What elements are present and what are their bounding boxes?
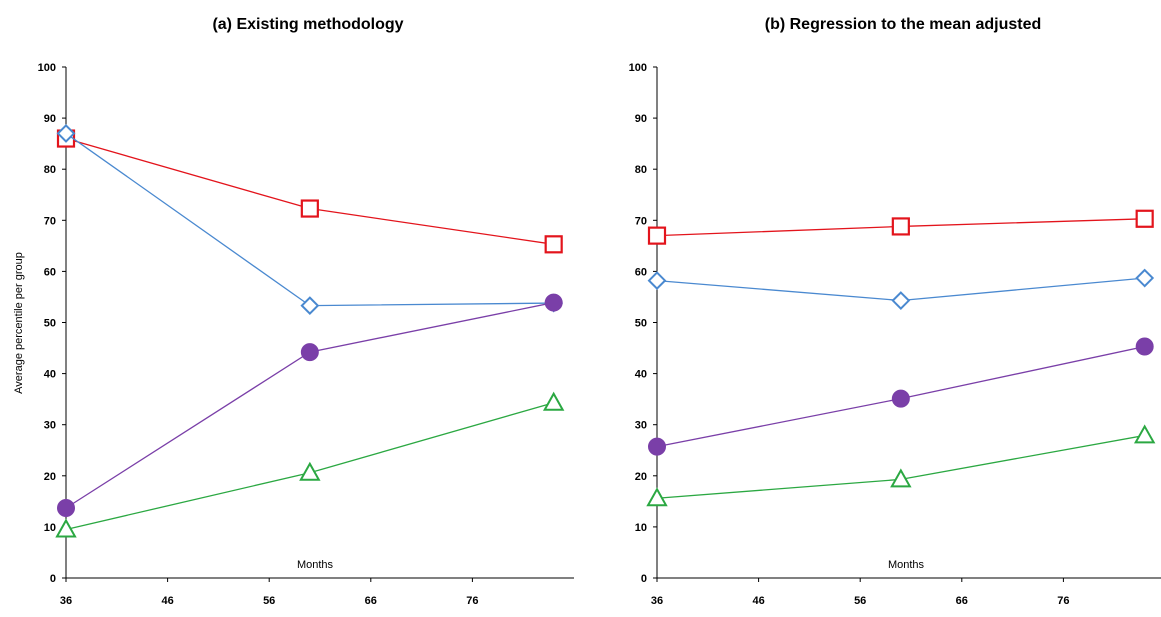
panel-b-y-tick-label: 90	[635, 113, 647, 125]
panel-b-point-square	[891, 217, 910, 236]
panel-b-series-square	[647, 209, 1154, 245]
panel-b-y-tick-label: 70	[635, 215, 647, 227]
panel-b-y-tick-label: 0	[641, 573, 647, 585]
panel-b-y-tick-label: 20	[635, 471, 647, 483]
panel-a-point-circle	[544, 293, 563, 312]
panel-a-y-axis-label: Average percentile per group	[13, 252, 25, 394]
panel-b-y-tick-label: 80	[635, 164, 647, 176]
panel-b-x-tick-label: 66	[956, 595, 968, 607]
panel-b-point-triangle	[646, 487, 668, 507]
panel-a-point-triangle	[299, 461, 321, 481]
panel-a-x-tick-label: 76	[466, 595, 478, 607]
panel-b-series-diamond	[647, 268, 1155, 310]
panel-a-x-tick-label: 36	[60, 595, 72, 607]
panel-a: (a) Existing methodology Average percent…	[13, 16, 574, 607]
panel-a-point-circle	[57, 498, 75, 517]
panel-a-point-square	[544, 235, 563, 254]
panel-a-series-triangle	[55, 391, 565, 538]
panel-b-point-square	[1135, 209, 1154, 228]
panel-b-x-tick-label: 76	[1057, 595, 1069, 607]
panel-a-point-circle	[300, 343, 319, 362]
panel-a-y-tick-label: 90	[44, 113, 56, 125]
panel-b-y-tick-label: 30	[635, 420, 647, 432]
panel-b: (b) Regression to the mean adjusted 0 10 2…	[629, 16, 1161, 607]
panel-a-x-axis-label: Months	[297, 559, 334, 571]
panel-b-y-tick-label: 100	[629, 62, 647, 74]
panel-b-point-circle	[1135, 337, 1154, 356]
panel-b-point-circle	[891, 389, 910, 408]
panel-a-series-diamond	[56, 124, 564, 316]
panel-a-point-triangle	[542, 391, 565, 411]
panel-a-y-tick-label: 50	[44, 318, 56, 330]
panel-a-point-triangle	[55, 518, 77, 538]
panel-b-x-axis-label: Months	[888, 559, 925, 571]
panel-a-y-tick-label: 20	[44, 471, 56, 483]
panel-b-point-diamond	[891, 291, 911, 310]
panel-a-point-diamond	[300, 296, 320, 316]
panel-b-series-line	[656, 434, 1145, 499]
panel-b-series-circle	[648, 337, 1154, 456]
panel-b-y-tick-label: 60	[635, 266, 647, 278]
panel-a-point-diamond	[56, 124, 76, 143]
panel-b-x-tick-label: 56	[854, 595, 866, 607]
panel-a-series-circle	[57, 293, 563, 517]
panel-a-series-square	[56, 129, 563, 254]
panel-a-y-tick-label: 30	[44, 420, 56, 432]
panel-b-point-diamond	[647, 271, 667, 291]
panel-a-plot-area: 0 10 20 30 40 50 60 70 80 90 100 36 46 56 66 76 Months	[38, 62, 574, 607]
panel-b-point-triangle	[890, 468, 912, 488]
panel-a-y-tick-label: 10	[44, 522, 56, 534]
panel-a-y-tick-label: 0	[50, 573, 56, 585]
panel-a-point-square	[300, 199, 319, 218]
panel-a-series-line	[65, 137, 554, 245]
panel-a-x-tick-label: 66	[365, 595, 377, 607]
panel-b-y-tick-label: 10	[635, 522, 647, 534]
panel-b-point-triangle	[1133, 424, 1156, 444]
panel-b-x-tick-label: 36	[651, 595, 663, 607]
panel-a-y-tick-label: 60	[44, 266, 56, 278]
panel-b-point-circle	[648, 437, 666, 456]
panel-b-plot-area: 0 10 20 30 40 50 60 70 80 90 100 36 46 56 66 76 Months	[629, 62, 1161, 607]
panel-a-y-tick-label: 40	[44, 369, 56, 381]
panel-a-y-tick-label: 70	[44, 215, 56, 227]
panel-b-series-triangle	[646, 424, 1156, 507]
panel-a-x-tick-label: 56	[263, 595, 275, 607]
panel-a-y-tick-label: 80	[44, 164, 56, 176]
panel-b-y-tick-label: 40	[635, 369, 647, 381]
panel-a-x-tick-label: 46	[161, 595, 173, 607]
panel-a-y-tick-label: 100	[38, 62, 56, 74]
panel-b-x-tick-label: 46	[752, 595, 764, 607]
panel-b-title: (b) Regression to the mean adjusted	[765, 16, 1041, 33]
panel-a-title: (a) Existing methodology	[212, 16, 403, 33]
panel-b-point-diamond	[1135, 268, 1155, 288]
panel-b-point-square	[647, 226, 667, 245]
panel-b-y-tick-label: 50	[635, 318, 647, 330]
